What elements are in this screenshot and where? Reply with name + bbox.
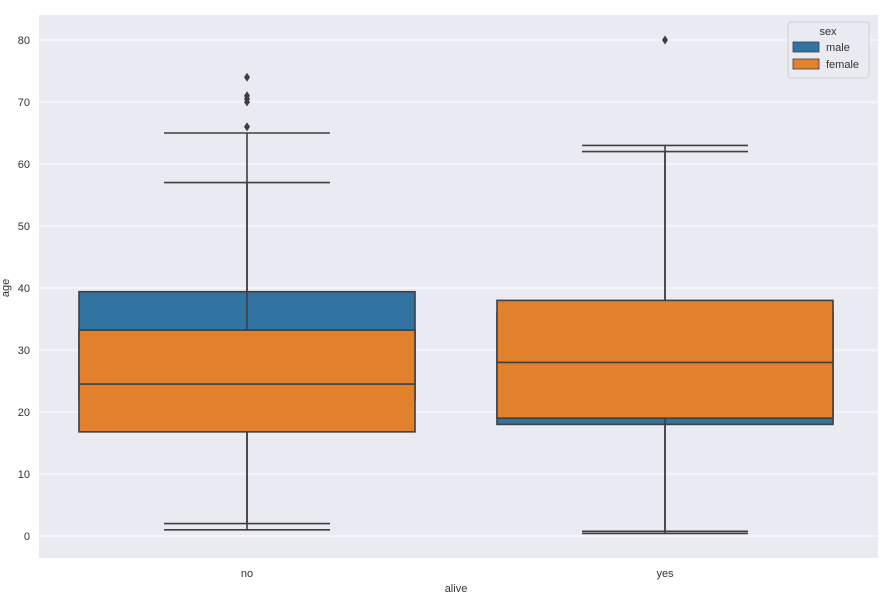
y-ticks: 0 10 20 30 40 50 60 70 80 — [18, 35, 30, 543]
x-tick-label: yes — [656, 568, 674, 580]
y-tick-label: 20 — [18, 407, 30, 419]
x-ticks: no yes — [241, 568, 674, 580]
x-axis-label: alive — [445, 583, 468, 595]
y-tick-label: 40 — [18, 283, 30, 295]
boxes — [78, 35, 834, 535]
box-female-yes — [496, 144, 834, 533]
y-tick-label: 0 — [24, 531, 30, 543]
outlier-point — [244, 91, 250, 101]
outlier-point — [244, 122, 250, 132]
legend-swatch-female — [792, 58, 820, 70]
x-tick-label: no — [241, 568, 253, 580]
legend-label-female: female — [826, 59, 859, 71]
y-tick-label: 60 — [18, 159, 30, 171]
outlier-point — [662, 35, 668, 45]
y-axis-label: age — [0, 279, 12, 297]
legend: sex male female — [787, 21, 870, 79]
y-tick-label: 80 — [18, 35, 30, 47]
y-tick-label: 10 — [18, 469, 30, 481]
plot-background — [39, 15, 878, 558]
box-body — [496, 299, 834, 419]
legend-label-male: male — [826, 42, 850, 54]
box-female-no — [78, 181, 416, 525]
y-tick-label: 50 — [18, 221, 30, 233]
legend-title: sex — [819, 26, 837, 38]
legend-swatch-male — [792, 41, 820, 53]
box-body — [78, 329, 416, 433]
y-tick-label: 30 — [18, 345, 30, 357]
outlier-point — [244, 72, 250, 82]
y-tick-label: 70 — [18, 97, 30, 109]
